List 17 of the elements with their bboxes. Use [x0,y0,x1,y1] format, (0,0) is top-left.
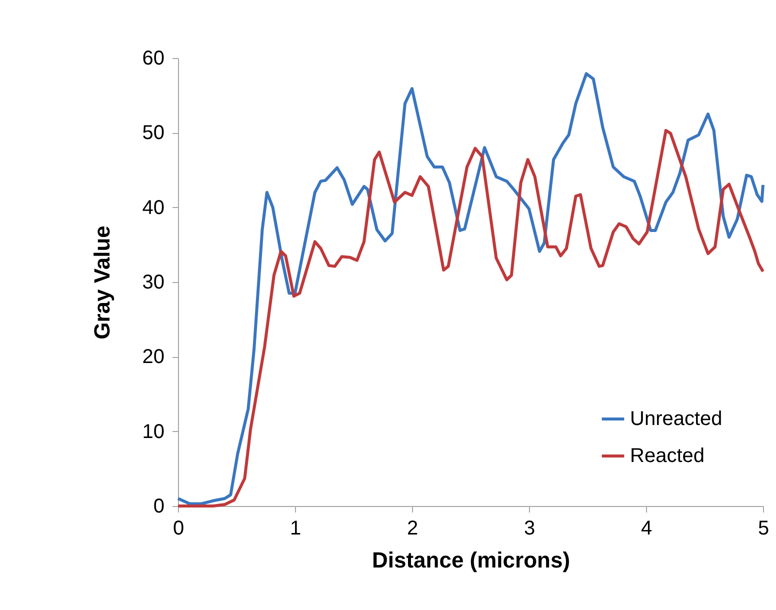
y-tick-label: 60 [142,48,164,70]
y-tick-label: 50 [142,122,164,144]
x-tick-label: 4 [640,518,652,540]
y-tick-label: 20 [142,346,164,368]
y-axis-title: Gray Value [89,226,114,340]
y-tick-label: 10 [142,420,164,443]
x-axis-title: Distance (microns) [372,548,570,572]
x-tick-label: 2 [406,518,418,540]
y-tick-label: 40 [142,196,164,219]
x-tick-label: 1 [290,518,302,540]
legend-label: Reacted [630,445,704,467]
y-tick-label: 30 [142,272,164,294]
x-tick-label: 0 [172,518,184,540]
x-tick-label: 5 [758,518,770,540]
legend-label: Unreacted [630,408,722,430]
y-tick-label: 0 [153,496,164,518]
x-tick-label: 3 [524,518,536,540]
